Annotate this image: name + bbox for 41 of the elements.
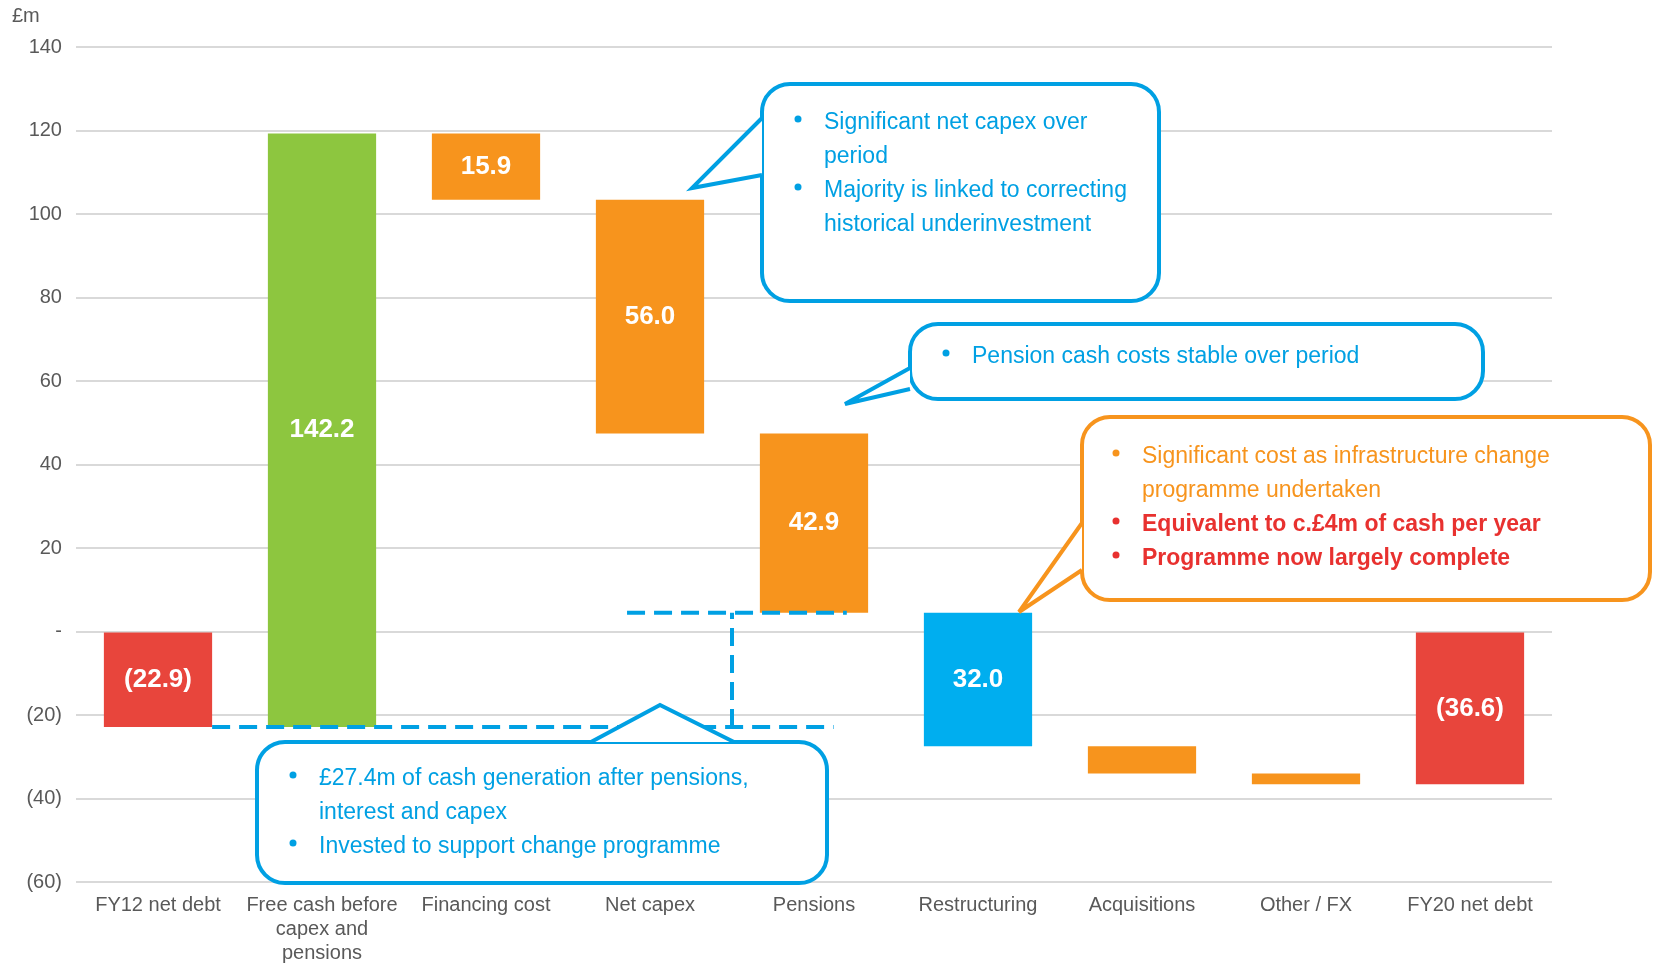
bar bbox=[923, 612, 1033, 747]
bar bbox=[431, 133, 541, 200]
data-label: 142.2 bbox=[289, 413, 355, 444]
x-tick-label: Restructuring bbox=[918, 892, 1038, 915]
y-tick-label: 40 bbox=[39, 452, 62, 475]
bar bbox=[759, 433, 869, 613]
bar bbox=[103, 632, 213, 728]
y-tick-label: (40) bbox=[26, 786, 62, 809]
x-tick-label: Other / FX bbox=[1259, 892, 1353, 915]
annotation: £27.4m of cash generation after pensions, interest and capex Invested to support change programme bbox=[318, 763, 750, 860]
y-tick-label: 140 bbox=[28, 34, 62, 57]
bar bbox=[1251, 773, 1361, 785]
x-tick-label: Net capex bbox=[604, 892, 696, 915]
y-axis-title: £m bbox=[12, 4, 40, 27]
y-tick-label: 100 bbox=[28, 201, 62, 224]
y-tick-label: - bbox=[55, 619, 62, 642]
y-tick-label: 120 bbox=[28, 118, 62, 141]
bar bbox=[267, 133, 377, 728]
data-label: 42.9 bbox=[788, 506, 840, 537]
bar bbox=[1415, 632, 1525, 785]
data-label: 15.9 bbox=[460, 149, 512, 180]
y-tick-label: 20 bbox=[39, 535, 62, 558]
x-tick-label: FY12 net debt bbox=[95, 892, 222, 915]
y-tick-label: 60 bbox=[39, 368, 62, 391]
data-label: (36.6) bbox=[1436, 691, 1504, 722]
bar bbox=[595, 199, 705, 434]
data-label: (22.9) bbox=[124, 662, 192, 693]
x-tick-label: Free cash before capex and pensions bbox=[246, 892, 398, 963]
data-label: 56.0 bbox=[624, 299, 676, 330]
data-label: 32.0 bbox=[952, 662, 1004, 693]
y-tick-label: 80 bbox=[39, 285, 62, 308]
annotation: Significant cost as infrastructure change programme undertaken Equivalent to c.£4m of cash per year Programme now largely complete bbox=[1141, 441, 1551, 572]
x-tick-label: FY20 net debt bbox=[1407, 892, 1534, 915]
annotation: Pension cash costs stable over period bbox=[971, 341, 1361, 370]
x-tick-label: Acquisitions bbox=[1088, 892, 1196, 915]
x-tick-label: Pensions bbox=[772, 892, 856, 915]
x-tick-label: Financing cost bbox=[421, 892, 551, 915]
y-tick-label: (20) bbox=[26, 702, 62, 725]
annotation: Significant net capex over period Majority is linked to correcting historical underinvestment bbox=[823, 107, 1128, 238]
bar bbox=[1087, 746, 1197, 774]
y-tick-label: (60) bbox=[26, 869, 62, 892]
